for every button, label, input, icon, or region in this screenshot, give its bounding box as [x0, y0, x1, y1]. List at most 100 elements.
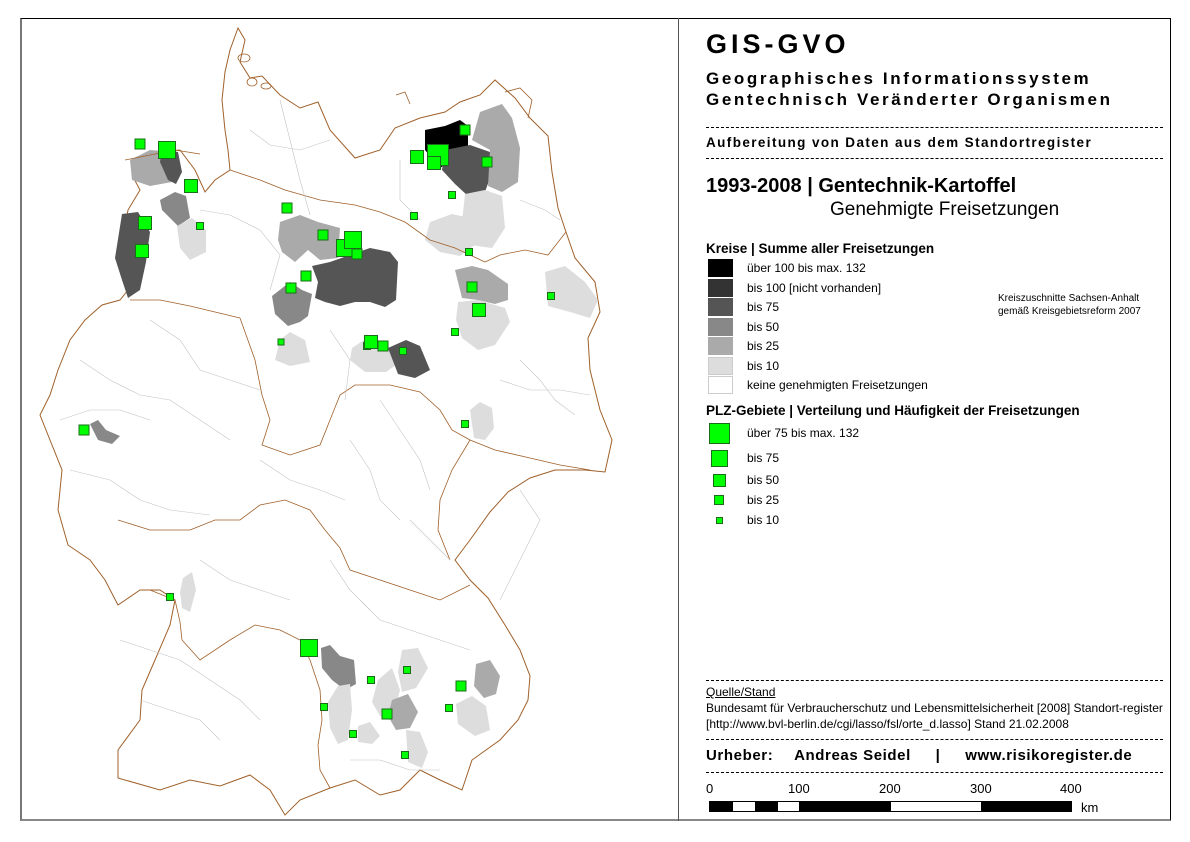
note-line-1: Kreiszuschnitte Sachsen-Anhalt [998, 293, 1140, 304]
subtitle-line-1: Geographisches Informationssystem [706, 69, 1092, 88]
author-website: www.risikoregister.de [965, 747, 1133, 764]
section-heading: Aufbereitung von Daten aus dem Standortr… [706, 135, 1093, 150]
district-shading [90, 104, 598, 768]
source-text: Bundesamt für Verbraucherschutz und Lebe… [706, 701, 1163, 731]
germany-map [22, 19, 677, 819]
legend-plz-marker [715, 516, 723, 524]
legend-kreise-item [708, 356, 733, 375]
map-title: 1993-2008 | Gentechnik-Kartoffel [706, 175, 1017, 197]
legend-plz-heading: PLZ-Gebiete | Verteilung und Häufigkeit … [706, 403, 1080, 418]
plz-marker [317, 229, 329, 241]
legend-kreise-label: bis 100 [nicht vorhanden] [747, 280, 882, 295]
legend-swatch [708, 317, 733, 336]
legend-plz-marker [710, 449, 728, 467]
plz-marker [349, 730, 357, 738]
plz-marker [138, 216, 152, 230]
legend-swatch [708, 298, 733, 316]
plz-marker [399, 347, 407, 355]
legend-kreise-label: über 100 bis max. 132 [747, 261, 866, 275]
legend-kreise-item [708, 259, 733, 277]
scale-tick-400: 400 [1060, 781, 1082, 796]
plz-marker [410, 150, 424, 164]
plz-marker [403, 666, 411, 674]
legend-kreise-label: bis 10 [747, 358, 780, 373]
plz-marker [134, 138, 146, 150]
plz-marker [401, 751, 409, 759]
legend-kreise-label: bis 50 [747, 319, 780, 334]
state-borders [117, 169, 591, 789]
plz-marker [277, 338, 285, 346]
plz-marker [472, 303, 486, 317]
map-subject: Genehmigte Freisetzungen [830, 199, 1060, 220]
author-label: Urheber: [706, 747, 774, 764]
plz-marker [481, 156, 493, 168]
map-frame [20, 18, 1171, 821]
plz-marker [448, 191, 456, 199]
divider-dashed [706, 680, 1163, 681]
plz-marker [78, 424, 90, 436]
legend-swatch [708, 376, 733, 394]
plz-marker [300, 639, 318, 657]
plz-marker [455, 680, 467, 692]
district-lines [59, 99, 591, 771]
plz-marker [427, 156, 441, 170]
legend-kreise-item [708, 376, 733, 394]
plz-marker [547, 292, 555, 300]
plz-marker [158, 141, 176, 159]
plz-marker [445, 704, 453, 712]
plz-marker [410, 212, 418, 220]
legend-swatch [708, 259, 733, 277]
legend-kreise-heading: Kreise | Summe aller Freisetzungen [706, 241, 935, 256]
scale-tick-100: 100 [788, 781, 810, 796]
divider-dashed [706, 739, 1163, 740]
app-title: GIS-GVO [706, 29, 850, 59]
plz-marker [381, 708, 393, 720]
legend-plz-label: über 75 bis max. 132 [747, 426, 860, 440]
plz-marker [364, 335, 378, 349]
plz-marker [451, 328, 459, 336]
divider-dashed [706, 127, 1163, 128]
legend-plz-label: bis 50 [747, 473, 780, 487]
scale-tick-200: 200 [879, 781, 901, 796]
author-line: Urheber: Andreas Seidel | www.risikoregi… [706, 747, 1132, 764]
legend-kreise-label: bis 75 [747, 300, 780, 314]
note-line-2: gemäß Kreisgebietsreform 2007 [998, 306, 1141, 317]
plz-marker [351, 248, 363, 260]
legend-panel: GIS-GVO Geographisches Informationssyste… [679, 19, 1169, 819]
plz-marker [166, 593, 174, 601]
legend-note: Kreiszuschnitte Sachsen-Anhalt gemäß Kre… [998, 292, 1141, 318]
legend-plz-label: bis 25 [747, 493, 780, 507]
plz-markers [78, 124, 555, 759]
plz-marker [196, 222, 204, 230]
legend-swatch [708, 278, 733, 297]
divider-dashed [706, 158, 1163, 159]
scale-tick-300: 300 [970, 781, 992, 796]
plz-marker [465, 248, 473, 256]
author-separator: | [935, 747, 941, 764]
plz-marker [135, 244, 149, 258]
source-heading: Quelle/Stand [706, 685, 776, 699]
plz-marker [285, 282, 297, 294]
plz-marker [320, 703, 328, 711]
plz-marker [461, 420, 469, 428]
scale-bar [709, 801, 1072, 812]
legend-kreise-item [708, 298, 733, 316]
legend-plz-label: bis 75 [747, 451, 780, 465]
legend-kreise-label: bis 25 [747, 339, 780, 353]
legend-plz-marker [712, 473, 726, 487]
legend-plz-marker [708, 422, 730, 444]
legend-swatch [708, 356, 733, 375]
legend-kreise-item [708, 278, 733, 297]
divider-dashed [706, 772, 1163, 773]
plz-marker [281, 202, 293, 214]
legend-plz-label: bis 10 [747, 513, 780, 527]
legend-plz-marker [714, 495, 724, 505]
panel-divider [678, 18, 679, 821]
plz-marker [466, 281, 478, 293]
scale-unit: km [1081, 800, 1099, 815]
plz-marker [300, 270, 312, 282]
author-name: Andreas Seidel [794, 747, 911, 764]
legend-kreise-item [708, 337, 733, 355]
plz-marker [344, 231, 362, 249]
legend-swatch [708, 337, 733, 355]
